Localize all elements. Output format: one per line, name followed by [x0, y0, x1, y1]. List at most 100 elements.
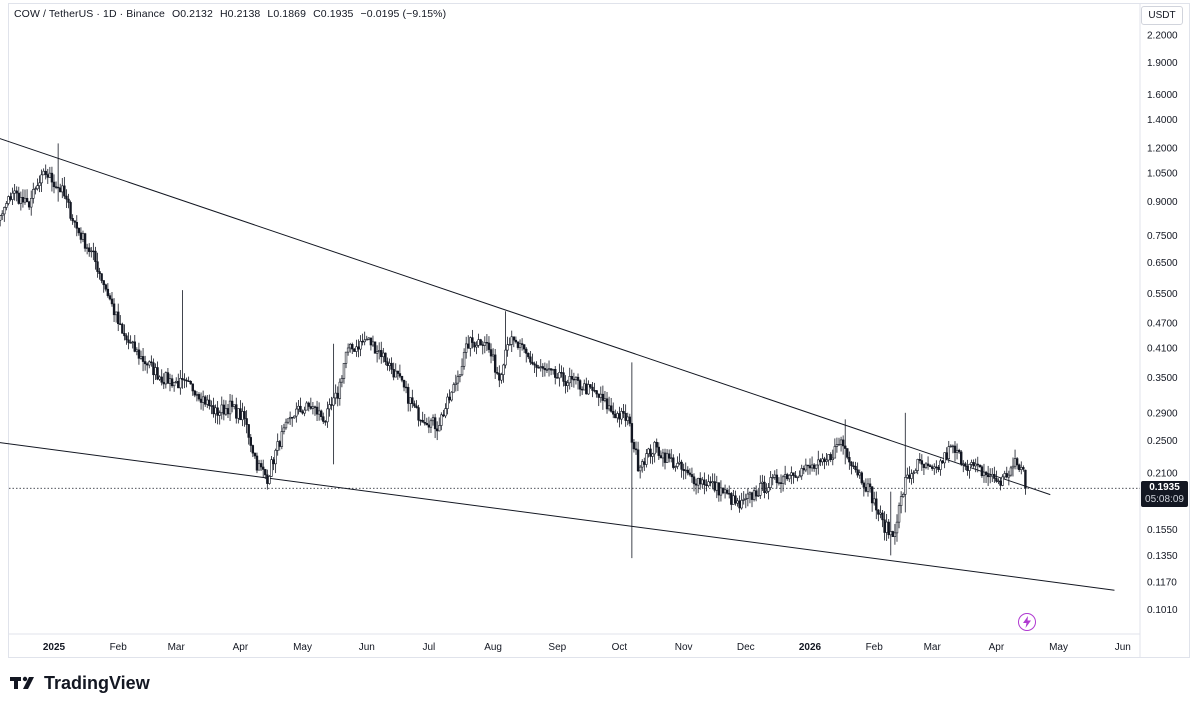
price-tick-label: 0.5500	[1147, 289, 1178, 300]
legend-symbol[interactable]: COW / TetherUS · 1D · Binance	[14, 8, 165, 20]
candle-down	[266, 474, 269, 484]
candle-down	[643, 461, 646, 465]
candle-up	[939, 460, 942, 470]
candle-down	[868, 483, 872, 488]
candle-up	[282, 427, 286, 432]
price-tick-label: 1.0500	[1147, 168, 1178, 179]
candle-up	[968, 464, 971, 471]
candle-up	[34, 188, 37, 190]
candle-down	[597, 393, 600, 398]
bar-countdown: 05:08:09	[1145, 494, 1184, 505]
candle-down	[44, 170, 47, 175]
candle-down	[959, 451, 963, 465]
candle-down	[75, 221, 78, 229]
candle-up	[997, 480, 1000, 483]
candle-down	[498, 373, 501, 381]
candle-up	[131, 341, 134, 343]
price-tick-label: 0.4700	[1147, 318, 1178, 329]
candle-down	[709, 481, 712, 484]
candle-up	[752, 490, 756, 500]
candle-down	[585, 383, 588, 395]
candle-down	[614, 413, 617, 419]
candle-down	[953, 445, 957, 453]
candle-down	[589, 384, 592, 388]
candle-up	[804, 464, 808, 471]
legend-change: −0.0195 (−9.15%)	[360, 8, 447, 20]
candle-up	[114, 311, 118, 316]
candle-down	[922, 463, 926, 468]
candle-up	[371, 341, 375, 346]
candle-down	[966, 465, 969, 471]
candle-up	[1013, 458, 1017, 467]
candle-down	[775, 474, 779, 484]
candle-down	[957, 450, 961, 453]
time-tick-label: Sep	[548, 642, 566, 653]
candle-down	[779, 482, 783, 484]
candle-up	[394, 370, 397, 378]
lightning-icon[interactable]	[1018, 613, 1036, 631]
candle-up	[879, 512, 882, 515]
candle-down	[705, 484, 708, 487]
candle-down	[71, 218, 74, 222]
currency-button[interactable]: USDT	[1141, 6, 1183, 25]
candle-up	[951, 445, 955, 448]
candle-down	[935, 466, 938, 468]
candle-up	[933, 466, 936, 469]
candle-down	[887, 521, 890, 536]
candle-up	[375, 351, 379, 354]
candle-up	[771, 476, 774, 479]
price-tick-label: 0.1010	[1147, 605, 1178, 616]
candle-up	[858, 472, 861, 476]
candle-up	[3, 207, 6, 215]
candle-down	[601, 393, 605, 401]
candle-down	[522, 344, 526, 350]
price-tick-label: 0.2100	[1147, 469, 1178, 480]
candle-up	[475, 345, 478, 348]
candle-down	[870, 486, 874, 504]
price-tick-label: 1.4000	[1147, 115, 1178, 126]
candle-down	[995, 478, 998, 482]
candle-down	[984, 471, 988, 475]
candle-up	[638, 466, 642, 472]
candle-down	[65, 195, 68, 200]
candle-down	[489, 349, 493, 357]
candle-down	[717, 482, 721, 496]
candle-down	[92, 250, 95, 253]
time-tick-label: Jun	[359, 642, 375, 653]
candle-down	[659, 455, 663, 459]
candle-up	[334, 392, 337, 399]
candle-up	[344, 351, 348, 364]
candle-up	[317, 410, 321, 415]
candle-up	[736, 500, 739, 504]
candle-up	[148, 361, 151, 366]
candle-up	[1011, 465, 1015, 469]
candle-down	[734, 495, 737, 504]
candle-down	[481, 344, 484, 346]
tradingview-logo[interactable]: TradingView	[10, 672, 150, 694]
candle-down	[17, 192, 20, 204]
candle-down	[396, 370, 400, 374]
candle-up	[748, 492, 752, 495]
candle-down	[160, 376, 163, 383]
candle-up	[36, 185, 39, 190]
candle-down	[373, 341, 377, 354]
candle-up	[676, 463, 679, 467]
candle-up	[460, 365, 464, 376]
candle-down	[527, 353, 530, 358]
candle-down	[59, 187, 62, 193]
candle-up	[276, 441, 279, 451]
candle-down	[1017, 464, 1021, 470]
candle-up	[866, 483, 870, 492]
candle-down	[104, 284, 107, 290]
candle-down	[829, 454, 832, 460]
candle-up	[464, 343, 468, 353]
candle-up	[332, 397, 335, 406]
candle-down	[9, 196, 12, 200]
candle-down	[88, 247, 91, 252]
price-tick-label: 1.2000	[1147, 144, 1178, 155]
candle-down	[353, 348, 356, 352]
candle-down	[628, 416, 632, 424]
candle-down	[226, 408, 230, 415]
candle-up	[970, 462, 973, 465]
